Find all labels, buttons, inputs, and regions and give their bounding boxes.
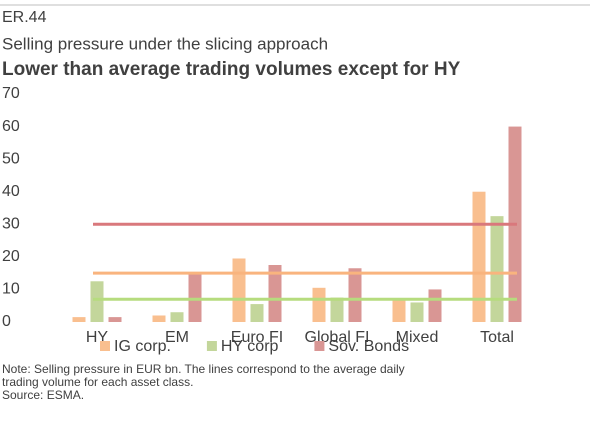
bar xyxy=(90,281,104,322)
x-tick-label: Euro FI xyxy=(231,329,283,346)
bar xyxy=(250,304,264,322)
y-tick-label: 70 xyxy=(2,85,20,102)
y-tick-label: 10 xyxy=(2,281,20,298)
legend-swatch xyxy=(206,341,217,351)
bar xyxy=(268,265,282,322)
figure-id: ER.44 xyxy=(2,9,47,26)
x-tick-label: Mixed xyxy=(396,329,439,346)
bar xyxy=(330,297,344,322)
chart-title: Lower than average trading volumes excep… xyxy=(2,59,461,80)
bar xyxy=(72,317,86,322)
x-tick-label: Total xyxy=(480,329,514,346)
bar xyxy=(348,268,362,322)
bar xyxy=(188,273,202,322)
bar xyxy=(392,299,406,322)
legend-swatch xyxy=(100,341,110,351)
bar xyxy=(312,287,326,322)
chart-subtitle: Selling pressure under the slicing appro… xyxy=(2,34,328,53)
legend-swatch xyxy=(314,341,325,351)
bar xyxy=(152,315,166,322)
bar xyxy=(108,317,122,322)
x-tick-label: EM xyxy=(165,329,189,346)
legend-label: HY corp xyxy=(221,338,279,355)
note: Source: ESMA. xyxy=(2,388,84,402)
y-tick-label: 50 xyxy=(2,150,20,167)
bar xyxy=(428,289,442,322)
bar xyxy=(472,191,486,322)
note: trading volume for each asset class. xyxy=(2,375,193,389)
y-tick-label: 0 xyxy=(2,313,11,330)
legend-label: Sov. Bonds xyxy=(328,338,409,355)
legend-label: IG corp. xyxy=(114,338,171,355)
bar xyxy=(410,302,424,322)
y-tick-label: 40 xyxy=(2,183,20,200)
bar xyxy=(170,312,184,322)
y-tick-label: 20 xyxy=(2,248,20,265)
y-tick-label: 30 xyxy=(2,216,20,233)
note: Note: Selling pressure in EUR bn. The li… xyxy=(2,362,405,376)
bar xyxy=(232,258,246,322)
y-tick-label: 60 xyxy=(2,118,20,135)
bar xyxy=(490,216,504,322)
